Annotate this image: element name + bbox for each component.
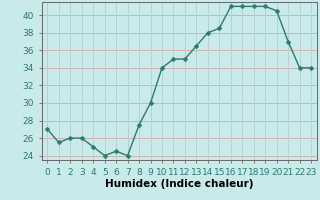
X-axis label: Humidex (Indice chaleur): Humidex (Indice chaleur)	[105, 179, 253, 189]
